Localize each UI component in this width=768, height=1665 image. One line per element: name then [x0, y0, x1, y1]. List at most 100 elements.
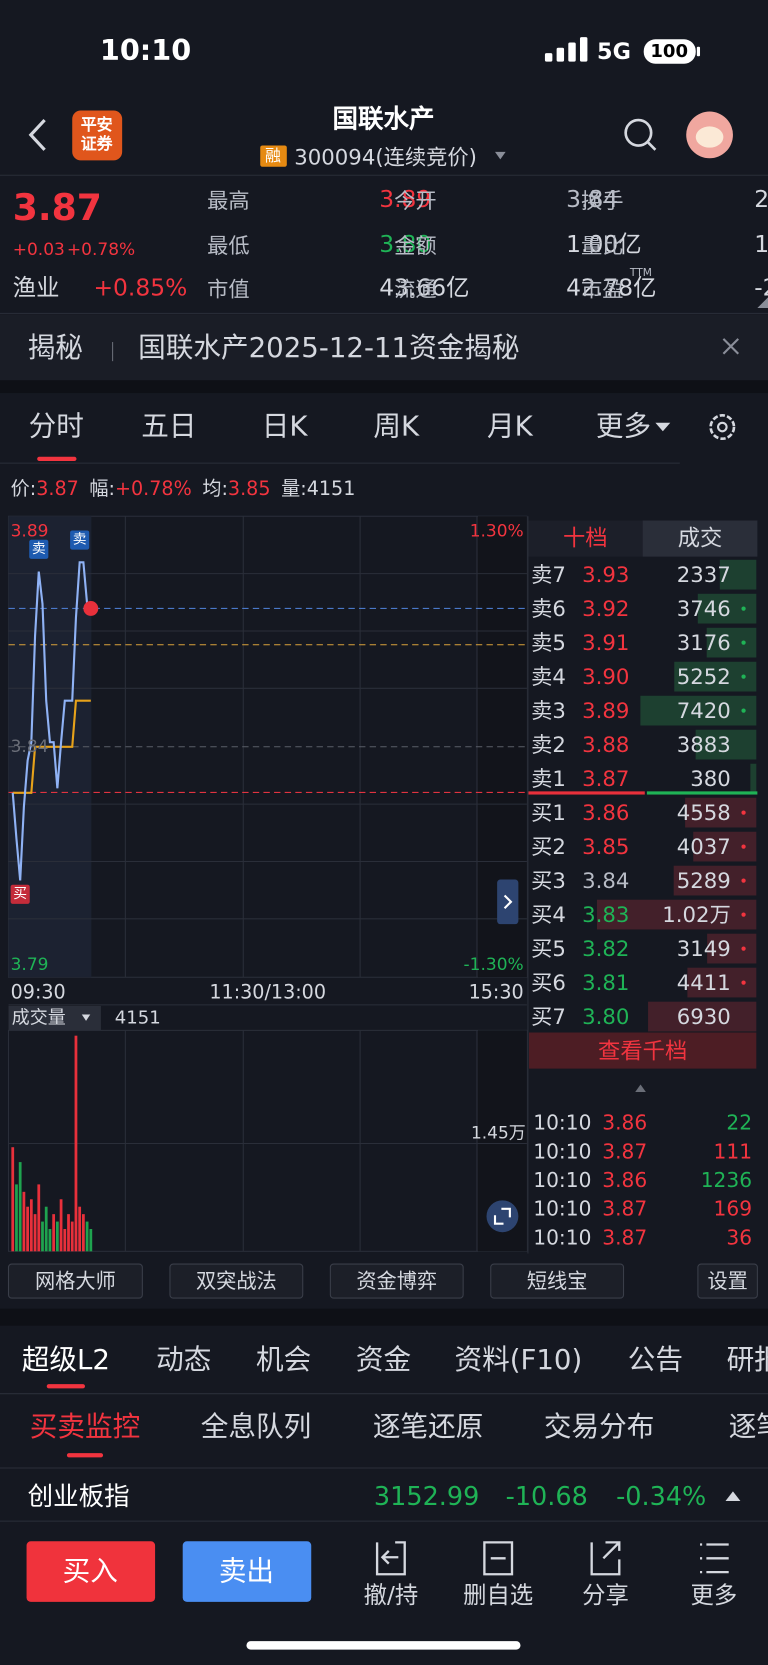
- tool-label[interactable]: 资金博弈: [356, 1269, 438, 1294]
- field-value: 1.00亿: [566, 231, 642, 259]
- home-indicator: [246, 1641, 521, 1650]
- more-depth-bg[interactable]: [528, 1032, 757, 1069]
- sector-name: 渔业: [12, 275, 60, 302]
- period-tab[interactable]: 周K: [373, 411, 420, 443]
- info-label: 幅:: [89, 478, 115, 501]
- period-tab[interactable]: 日K: [261, 411, 308, 443]
- more-depth[interactable]: 查看千档: [598, 1038, 688, 1064]
- section-tab[interactable]: 机会: [255, 1344, 312, 1377]
- section-tab[interactable]: 动态: [156, 1344, 212, 1377]
- sub-tab[interactable]: 交易分布: [543, 1411, 655, 1444]
- book-tab[interactable]: 十档: [562, 525, 608, 551]
- sub-tab[interactable]: 逐笔还原: [372, 1411, 484, 1444]
- book-volume: 3176: [676, 629, 731, 656]
- section-tab[interactable]: 研报: [726, 1344, 768, 1377]
- section-tab[interactable]: 资金: [355, 1344, 412, 1377]
- back-button[interactable]: [28, 118, 46, 151]
- fullscreen-icon: [493, 1207, 511, 1225]
- volume-bar: [85, 1221, 89, 1252]
- change-dot: [741, 912, 746, 917]
- book-price: 3.81: [582, 969, 630, 996]
- book-label: 卖5: [531, 629, 566, 656]
- x-label: 09:30: [10, 981, 66, 1004]
- volume-bar: [11, 1147, 15, 1252]
- book-label: 卖6: [531, 595, 566, 622]
- trade-mark-bg: [10, 884, 30, 904]
- sell-label[interactable]: 卖出: [218, 1556, 275, 1589]
- action-icon[interactable]: [375, 1541, 406, 1576]
- book-label: 买4: [531, 901, 566, 928]
- period-tab[interactable]: 五日: [141, 411, 197, 443]
- period-tab[interactable]: 月K: [487, 411, 533, 443]
- tool-label[interactable]: 网格大师: [35, 1269, 116, 1294]
- trade-price: 3.87: [602, 1140, 648, 1164]
- tool-label[interactable]: 短线宝: [526, 1269, 588, 1294]
- period-tab[interactable]: 更多: [595, 411, 652, 443]
- tool-button[interactable]: [329, 1263, 464, 1299]
- action-icon[interactable]: [590, 1541, 621, 1576]
- tool-label[interactable]: 双突战法: [195, 1269, 277, 1294]
- book-price: 3.86: [582, 799, 630, 826]
- signal-bar: [556, 47, 565, 62]
- volume-bar: [18, 1162, 22, 1252]
- battery: [643, 39, 696, 64]
- last-price-dot: [83, 601, 99, 616]
- book-price: 3.85: [582, 833, 630, 860]
- field-value: 43.66亿: [379, 275, 470, 302]
- action-label[interactable]: 分享: [582, 1582, 629, 1610]
- search-icon[interactable]: [624, 118, 653, 147]
- stock-code: 300094(连续竞价): [294, 144, 477, 170]
- price-change: +0.03: [12, 239, 65, 260]
- stock-title: 国联水产: [332, 104, 435, 134]
- close-button[interactable]: [722, 338, 740, 355]
- expand-tab[interactable]: [497, 879, 519, 925]
- expand-arrow: [725, 1491, 741, 1501]
- volume-bar: [15, 1184, 18, 1252]
- volume-bar: [82, 1214, 85, 1252]
- fullscreen-button[interactable]: [486, 1200, 519, 1233]
- trade-volume: 111: [713, 1140, 753, 1164]
- book-volume: 3746: [676, 595, 731, 622]
- book-volume: 3149: [676, 935, 731, 962]
- tool-button[interactable]: [697, 1263, 758, 1299]
- sub-tab[interactable]: 全息队列: [200, 1411, 312, 1444]
- dropdown-arrow: [655, 422, 671, 432]
- volume-bar: [41, 1221, 44, 1252]
- tool-button[interactable]: [490, 1263, 625, 1299]
- section-tab[interactable]: 资料(F10): [454, 1344, 583, 1377]
- sub-tab[interactable]: 买卖监控: [29, 1411, 141, 1444]
- sell-button[interactable]: [182, 1541, 312, 1602]
- change-dot: [741, 810, 746, 815]
- trade-price: 3.87: [602, 1226, 648, 1250]
- book-tab-bg: [642, 520, 758, 557]
- book-label: 买2: [531, 833, 566, 860]
- volume-bar: [52, 1214, 56, 1252]
- volume-bar: [89, 1229, 93, 1252]
- info-label: 价:: [10, 478, 37, 501]
- action-label[interactable]: 撤/持: [363, 1582, 419, 1610]
- book-label: 卖4: [531, 663, 566, 690]
- field-value: 1.10: [754, 231, 768, 259]
- buy-button[interactable]: [26, 1541, 156, 1602]
- section-tab[interactable]: 公告: [627, 1344, 684, 1377]
- settings-icon[interactable]: [709, 414, 736, 441]
- tool-button[interactable]: [169, 1263, 304, 1299]
- action-icon[interactable]: [483, 1541, 514, 1576]
- tool-label[interactable]: 设置: [707, 1269, 748, 1294]
- trade-time: 10:10: [533, 1197, 592, 1222]
- change-dot: [741, 844, 746, 849]
- buy-label[interactable]: 买入: [62, 1556, 118, 1589]
- period-tab[interactable]: 分时: [28, 411, 84, 443]
- action-icon[interactable]: [700, 1543, 729, 1574]
- action-label[interactable]: 更多: [690, 1582, 738, 1610]
- book-tab[interactable]: 成交: [677, 525, 723, 551]
- book-price: 3.80: [582, 1003, 630, 1030]
- section-tab[interactable]: 超级L2: [21, 1344, 110, 1377]
- book-volume: 2337: [676, 561, 731, 588]
- trade-price: 3.87: [602, 1197, 648, 1222]
- book-volume: 6930: [676, 1003, 731, 1030]
- sub-tab[interactable]: 逐笔: [728, 1411, 768, 1444]
- tool-button[interactable]: [7, 1263, 143, 1299]
- action-label[interactable]: 删自选: [463, 1582, 534, 1610]
